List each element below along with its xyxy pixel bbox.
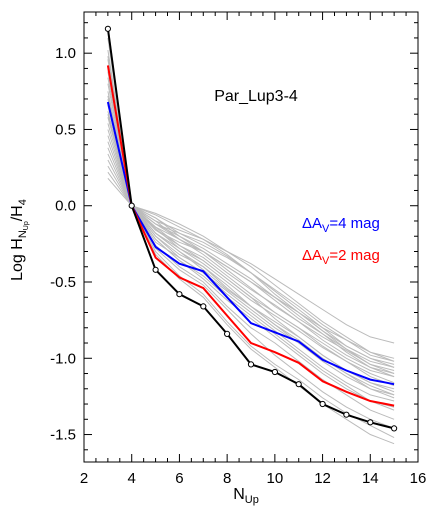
- y-axis-label-tail: /H: [9, 205, 26, 221]
- x-axis-label-main: N: [233, 486, 245, 503]
- x-tick-label-0: 2: [80, 470, 88, 487]
- background-series-line-21: [107, 177, 395, 365]
- x-tick-label-4: 10: [267, 470, 284, 487]
- y-axis-label-tailsub: 4: [17, 199, 29, 205]
- y-tick-label-5: 1.0: [55, 45, 76, 62]
- y-axis-label-subsub: Up: [23, 221, 30, 230]
- series-0-point-4: [200, 303, 207, 310]
- series-0-point-5: [224, 330, 231, 337]
- y-tick-label-3: 0.0: [55, 198, 76, 215]
- axis-ticks: [83, 12, 419, 462]
- legend-entry-4mag-prefix: ΔA: [302, 215, 322, 232]
- background-series-line-23: [107, 71, 395, 378]
- x-tick-label-6: 14: [362, 470, 379, 487]
- marker-group: [104, 25, 398, 432]
- series-0-point-10: [343, 411, 350, 418]
- tick-labels: 2 4 6 8 10 12 14 16 -1.5 -1.0 -0.5 0.0 0.5 1.0: [50, 45, 426, 487]
- series-0-point-9: [319, 400, 326, 408]
- x-tick-label-1: 4: [128, 470, 136, 487]
- series-0-point-2: [152, 266, 159, 273]
- background-series-line-20: [107, 171, 395, 396]
- background-series-line-24: [107, 95, 395, 445]
- y-tick-label-0: -1.5: [50, 427, 76, 444]
- series-0-point-12: [391, 425, 398, 432]
- legend-entry-4mag: ΔAV=4 mag: [302, 215, 380, 235]
- legend-entry-2mag-suffix: =2 mag: [329, 247, 379, 264]
- x-tick-label-3: 8: [223, 470, 231, 487]
- background-series-line-8: [107, 98, 395, 362]
- legend-entry-2mag-sub: V: [322, 255, 330, 267]
- background-series-line-19: [107, 165, 395, 374]
- x-tick-label-7: 16: [410, 470, 427, 487]
- x-axis-label-sub: Up: [245, 494, 259, 506]
- background-series-group: [107, 25, 395, 445]
- background-series-line-25: [107, 114, 395, 359]
- y-tick-label-2: -0.5: [50, 274, 76, 291]
- background-series-line-16: [107, 147, 395, 429]
- series-0-point-7: [271, 368, 278, 376]
- y-axis-label-main: Log H: [9, 238, 26, 281]
- plot-frame: [83, 11, 419, 463]
- background-series-line-13: [107, 129, 395, 399]
- y-axis-label: Log HNUp/H4: [9, 199, 30, 281]
- series-0-point-1: [128, 202, 135, 209]
- background-series-line-15: [107, 141, 395, 371]
- y-tick-label-1: -1.0: [50, 350, 76, 367]
- legend-entry-4mag-sub: V: [322, 223, 330, 235]
- background-series-line-22: [107, 56, 395, 402]
- background-series-line-18: [107, 159, 395, 408]
- x-tick-label-5: 12: [314, 470, 331, 487]
- x-tick-label-2: 6: [175, 470, 183, 487]
- legend-entry-2mag-prefix: ΔA: [302, 247, 322, 264]
- chart-annotation: Par_Lup3-4: [214, 88, 298, 105]
- series-0-point-3: [176, 291, 183, 298]
- series-line-2: [106, 101, 395, 386]
- legend-entry-2mag: ΔAV=2 mag: [302, 247, 380, 267]
- x-axis-label: NUp: [233, 486, 259, 506]
- series-0-point-11: [367, 419, 374, 426]
- legend-entry-4mag-suffix: =4 mag: [329, 215, 379, 232]
- series-line-1: [106, 65, 395, 407]
- y-axis-label-sub: N: [17, 230, 29, 238]
- background-series-line-17: [107, 153, 395, 344]
- y-tick-label-4: 0.5: [55, 121, 76, 138]
- series-0-point-8: [295, 381, 302, 388]
- series-0-point-6: [247, 361, 255, 368]
- series-0-point-0: [104, 25, 112, 32]
